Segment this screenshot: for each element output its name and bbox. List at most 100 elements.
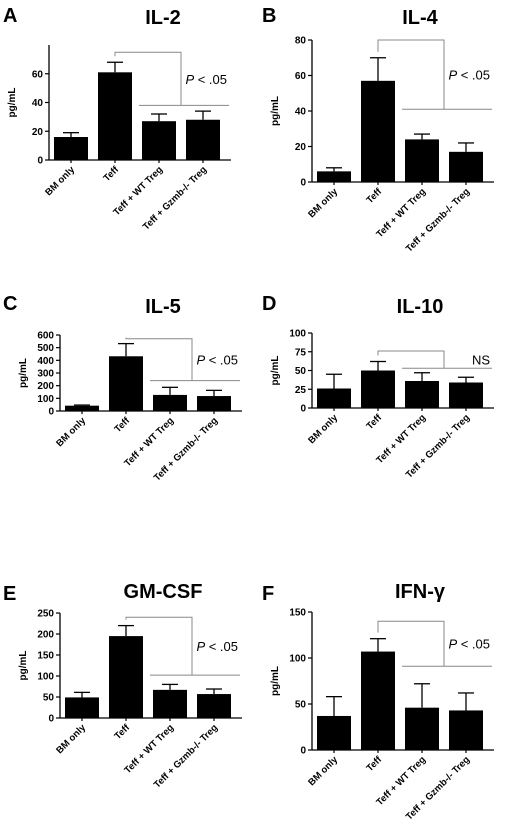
- panel-letter: D: [262, 293, 276, 315]
- bar: [317, 388, 351, 408]
- significance-label: P < .05: [196, 639, 238, 654]
- x-tick-label: Teff: [365, 186, 385, 206]
- y-tick-label: 50: [295, 700, 307, 711]
- x-tick-label: BM only: [43, 164, 77, 198]
- significance-bracket: [377, 350, 445, 369]
- bar: [197, 396, 231, 411]
- y-tick-label: 75: [295, 347, 307, 358]
- significance-label: P < .05: [448, 637, 490, 652]
- bar: [361, 370, 395, 408]
- y-axis-label: pg/mL: [18, 358, 29, 388]
- y-axis-label: pg/mL: [18, 651, 29, 681]
- bar: [449, 382, 483, 408]
- bar: [317, 171, 351, 182]
- significance-label: P < .05: [196, 353, 238, 368]
- significance-bracket: [114, 51, 182, 106]
- bar: [54, 137, 88, 160]
- bar: [317, 715, 351, 750]
- y-tick-label: 200: [37, 381, 54, 392]
- panel-letter: F: [262, 583, 274, 605]
- chart-title: IFN-γ: [395, 581, 446, 603]
- x-tick-label: Teff: [113, 415, 133, 435]
- y-tick-label: 500: [37, 343, 54, 354]
- x-tick-label: Teff: [102, 164, 122, 184]
- y-tick-label: 250: [37, 609, 54, 620]
- bar: [109, 636, 143, 718]
- panel-letter: C: [3, 293, 17, 315]
- y-tick-label: 100: [289, 329, 306, 340]
- y-axis-label: pg/mL: [270, 96, 281, 126]
- bar: [405, 139, 439, 182]
- x-tick-label: BM only: [54, 415, 88, 449]
- significance-bracket: [125, 616, 193, 676]
- y-tick-label: 150: [289, 608, 306, 619]
- significance-bracket: [377, 620, 445, 667]
- x-tick-label: BM only: [306, 412, 340, 446]
- y-tick-label: 25: [295, 385, 307, 396]
- y-tick-label: 40: [32, 98, 44, 109]
- y-tick-label: 150: [37, 651, 54, 662]
- y-tick-label: 20: [295, 142, 307, 153]
- bar: [65, 405, 99, 411]
- y-axis-label: pg/mL: [7, 88, 18, 118]
- chart-title: IL-10: [397, 296, 444, 318]
- y-tick-label: 80: [295, 36, 307, 47]
- y-tick-label: 0: [48, 407, 54, 418]
- significance-label: P < .05: [448, 68, 490, 83]
- y-tick-label: 60: [32, 69, 44, 80]
- bar: [109, 356, 143, 411]
- x-tick-label: Teff: [365, 754, 385, 774]
- x-tick-label: BM only: [54, 722, 88, 756]
- y-tick-label: 20: [32, 127, 44, 138]
- x-tick-label: Teff: [365, 412, 385, 432]
- y-tick-label: 400: [37, 356, 54, 367]
- y-tick-label: 100: [289, 654, 306, 665]
- x-tick-label: BM only: [306, 754, 340, 788]
- y-tick-label: 100: [37, 672, 54, 683]
- x-tick-label: BM only: [306, 186, 340, 220]
- y-tick-label: 300: [37, 369, 54, 380]
- bar: [405, 707, 439, 750]
- bar: [405, 381, 439, 408]
- y-tick-label: 200: [37, 630, 54, 641]
- chart-title: GM-CSF: [124, 581, 203, 603]
- significance-label: NS: [472, 353, 490, 368]
- y-tick-label: 50: [43, 693, 55, 704]
- y-tick-label: 100: [37, 394, 54, 405]
- y-axis-label: pg/mL: [270, 666, 281, 696]
- y-tick-label: 0: [300, 178, 306, 189]
- y-tick-label: 600: [37, 331, 54, 342]
- y-tick-label: 0: [300, 746, 306, 757]
- significance-label: P < .05: [185, 72, 227, 87]
- y-tick-label: 50: [295, 366, 307, 377]
- y-axis-label: pg/mL: [270, 356, 281, 386]
- chart-title: IL-4: [402, 7, 438, 29]
- y-tick-label: 0: [48, 714, 54, 725]
- y-tick-label: 0: [300, 404, 306, 415]
- bar: [142, 121, 176, 160]
- chart-title: IL-5: [145, 296, 181, 318]
- bar: [153, 689, 187, 718]
- y-tick-label: 40: [295, 107, 307, 118]
- bar: [449, 151, 483, 182]
- bar: [449, 710, 483, 750]
- bar: [186, 119, 220, 160]
- panel-letter: E: [3, 583, 16, 605]
- significance-bracket: [125, 337, 193, 381]
- bar: [65, 697, 99, 718]
- bar: [153, 394, 187, 411]
- x-tick-label: Teff: [113, 722, 133, 742]
- y-tick-label: 60: [295, 71, 307, 82]
- panel-letter: B: [262, 5, 276, 27]
- bar: [361, 80, 395, 182]
- y-tick-label: 0: [37, 156, 43, 167]
- bar: [98, 72, 132, 160]
- significance-bracket: [377, 39, 445, 110]
- panel-letter: A: [3, 5, 17, 27]
